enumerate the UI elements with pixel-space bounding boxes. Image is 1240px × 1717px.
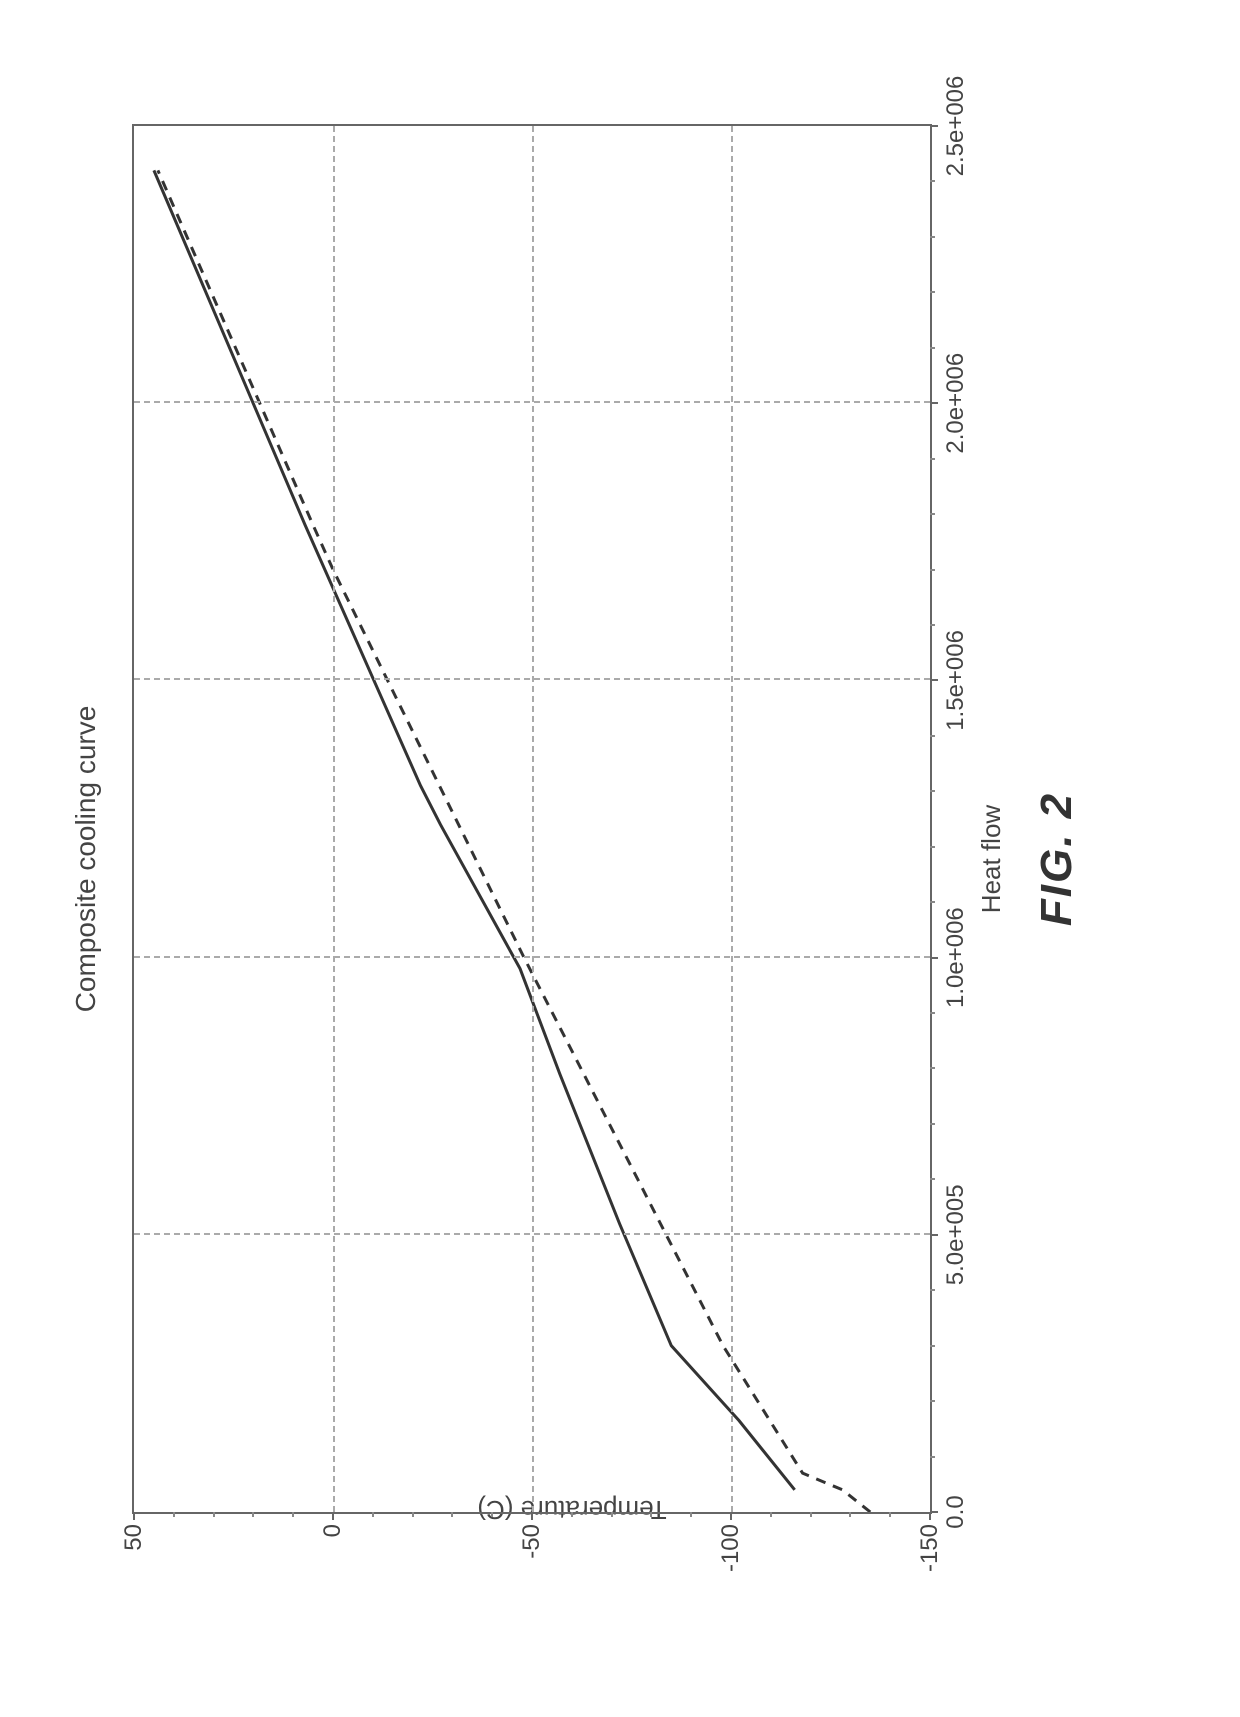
y-minor-tick [451,1512,453,1517]
series-solid [154,170,795,1489]
plot-wrapper: Temperature (C) -150-100-500500.05.0e+00… [122,84,1022,1634]
x-minor-tick [930,1122,935,1124]
y-minor-tick [491,1512,493,1517]
y-minor-tick [372,1512,374,1517]
y-tick-label: 0 [319,1524,347,1537]
y-minor-tick [213,1512,215,1517]
x-minor-tick [930,790,935,792]
grid-line-horizontal [731,126,733,1512]
y-tick-label: -100 [717,1524,745,1572]
x-axis-label: Heat flow [976,804,1007,912]
chart-container: Composite cooling curve Temperature (C) … [70,84,1170,1634]
y-minor-tick [810,1512,812,1517]
x-tick-mark [930,125,938,127]
x-minor-tick [930,1400,935,1402]
x-minor-tick [930,513,935,515]
y-tick-label: -50 [518,1524,546,1559]
y-tick-mark [133,1512,135,1520]
x-tick-label: 1.5e+006 [942,630,970,731]
x-minor-tick [930,180,935,182]
x-minor-tick [930,1455,935,1457]
y-tick-label: -150 [916,1524,944,1572]
x-tick-label: 5.0e+005 [942,1184,970,1285]
x-tick-mark [930,1511,938,1513]
x-minor-tick [930,1289,935,1291]
x-minor-tick [930,623,935,625]
y-minor-tick [770,1512,772,1517]
x-tick-label: 2.5e+006 [942,75,970,176]
y-tick-mark [332,1512,334,1520]
x-minor-tick [930,845,935,847]
x-tick-mark [930,1233,938,1235]
y-minor-tick [650,1512,652,1517]
x-tick-mark [930,679,938,681]
x-minor-tick [930,235,935,237]
chart-title: Composite cooling curve [70,84,102,1634]
x-minor-tick [930,1012,935,1014]
y-minor-tick [412,1512,414,1517]
y-minor-tick [611,1512,613,1517]
x-minor-tick [930,346,935,348]
y-tick-mark [531,1512,533,1520]
series-dashed [158,170,870,1512]
x-tick-label: 0.0 [942,1495,970,1528]
x-minor-tick [930,568,935,570]
y-minor-tick [889,1512,891,1517]
y-minor-tick [292,1512,294,1517]
x-tick-mark [930,956,938,958]
y-minor-tick [252,1512,254,1517]
plot-area: -150-100-500500.05.0e+0051.0e+0061.5e+00… [132,124,932,1514]
x-minor-tick [930,1178,935,1180]
x-minor-tick [930,1344,935,1346]
x-tick-label: 2.0e+006 [942,352,970,453]
x-tick-mark [930,402,938,404]
y-tick-label: 50 [120,1524,148,1551]
y-minor-tick [849,1512,851,1517]
grid-line-horizontal [532,126,534,1512]
y-tick-mark [730,1512,732,1520]
y-minor-tick [173,1512,175,1517]
x-minor-tick [930,734,935,736]
grid-line-horizontal [333,126,335,1512]
y-minor-tick [690,1512,692,1517]
x-minor-tick [930,1067,935,1069]
x-tick-label: 1.0e+006 [942,907,970,1008]
y-minor-tick [571,1512,573,1517]
figure-caption: FIG. 2 [1032,791,1082,925]
x-minor-tick [930,291,935,293]
x-minor-tick [930,901,935,903]
x-minor-tick [930,457,935,459]
